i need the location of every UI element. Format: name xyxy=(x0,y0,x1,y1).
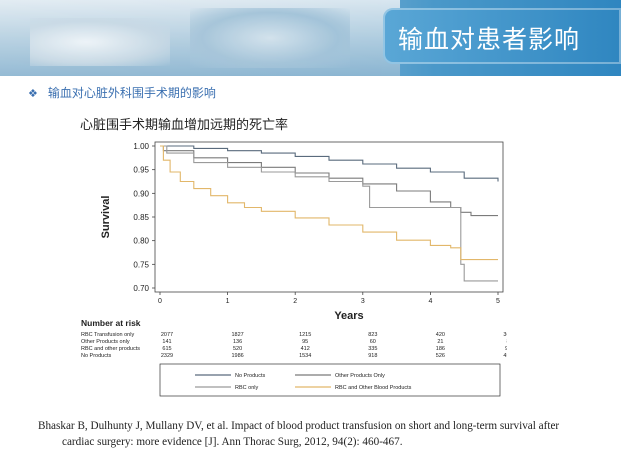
risk-cell: 360 xyxy=(503,332,507,338)
y-axis-label: Survival xyxy=(100,196,112,239)
citation-line-2: cardiac surgery: more evidence [J]. Ann … xyxy=(62,436,403,448)
risk-cell: 96 xyxy=(505,346,507,352)
risk-cell: 335 xyxy=(368,346,377,352)
risk-cell: 2077 xyxy=(161,332,173,338)
y-tick-label: 1.00 xyxy=(133,142,149,151)
bullet-heading-text: 输血对心脏外科围手术期的影响 xyxy=(47,86,216,100)
slide-title: 输血对患者影响 xyxy=(398,25,581,54)
risk-cell: 141 xyxy=(162,339,171,345)
legend-label: Other Products Only xyxy=(335,373,385,379)
y-tick-label: 0.75 xyxy=(133,260,149,269)
risk-cell: 2329 xyxy=(161,353,173,359)
series-line-no-products xyxy=(160,145,499,182)
plot-area-frame xyxy=(154,141,504,293)
slide-subtitle: 心脏围手术期输血增加远期的死亡率 xyxy=(80,118,289,133)
x-tick-label: 4 xyxy=(428,298,432,305)
risk-cell: 21 xyxy=(437,339,443,345)
survival-chart: 0.70 0.75 0.80 0.85 0.90 0.95 1.00 0 1 2 3 4 5 Survi… xyxy=(81,141,513,397)
risk-cell: 420 xyxy=(436,332,445,338)
citation-line-1: Bhaskar B, Dulhunty J, Mullany DV, et al… xyxy=(38,420,560,432)
risk-cell: 823 xyxy=(368,332,377,338)
legend-label: RBC only xyxy=(235,385,258,391)
y-tick-label: 0.95 xyxy=(133,166,149,175)
risk-cell: 1534 xyxy=(299,353,311,359)
risk-cell: 1215 xyxy=(299,332,311,338)
risk-cell: 60 xyxy=(370,339,376,345)
legend-label: RBC and Other Blood Products xyxy=(335,385,412,391)
title-box xyxy=(383,8,621,64)
risk-cell: 1986 xyxy=(231,353,243,359)
y-tick-label: 0.90 xyxy=(133,189,149,198)
risk-cell: 8 xyxy=(506,339,507,345)
legend-frame xyxy=(159,363,501,397)
slide-header: 输血对患者影响 xyxy=(0,0,621,76)
risk-row-label: Other Products only xyxy=(81,339,130,345)
diamond-bullet-icon: ❖ xyxy=(28,87,38,100)
risk-cell: 1827 xyxy=(231,332,243,338)
risk-cell: 412 xyxy=(301,346,310,352)
risk-table-title: Number at risk xyxy=(81,318,141,328)
bullet-heading: ❖ 输血对心脏外科围手术期的影响 xyxy=(28,84,216,101)
x-tick-label: 0 xyxy=(158,298,162,305)
x-tick-label: 1 xyxy=(226,298,230,305)
y-tick-label: 0.85 xyxy=(133,213,149,222)
survival-figure: 0.70 0.75 0.80 0.85 0.90 0.95 1.00 0 1 2 3 4 5 Survi… xyxy=(77,132,513,412)
risk-row-label: RBC and other products xyxy=(81,346,140,352)
y-tick-label: 0.80 xyxy=(133,237,149,246)
risk-cell: 136 xyxy=(233,339,242,345)
risk-cell: 450 xyxy=(503,353,507,359)
series-line-rbc-and-other xyxy=(160,145,498,261)
series-line-rbc-only xyxy=(160,145,498,282)
risk-cell: 918 xyxy=(368,353,377,359)
risk-row-label: RBC Transfusion only xyxy=(81,332,134,338)
legend-label: No Products xyxy=(235,373,266,379)
risk-cell: 615 xyxy=(162,346,171,352)
risk-row-label: No Products xyxy=(81,353,112,359)
x-axis-label: Years xyxy=(334,310,363,322)
y-tick-label: 0.70 xyxy=(133,284,149,293)
risk-cell: 186 xyxy=(436,346,445,352)
risk-cell: 526 xyxy=(436,353,445,359)
x-tick-label: 2 xyxy=(293,298,297,305)
risk-cell: 520 xyxy=(233,346,242,352)
x-tick-label: 5 xyxy=(496,298,500,305)
x-tick-label: 3 xyxy=(361,298,365,305)
header-photo-banner xyxy=(0,0,400,76)
risk-cell: 95 xyxy=(302,339,308,345)
